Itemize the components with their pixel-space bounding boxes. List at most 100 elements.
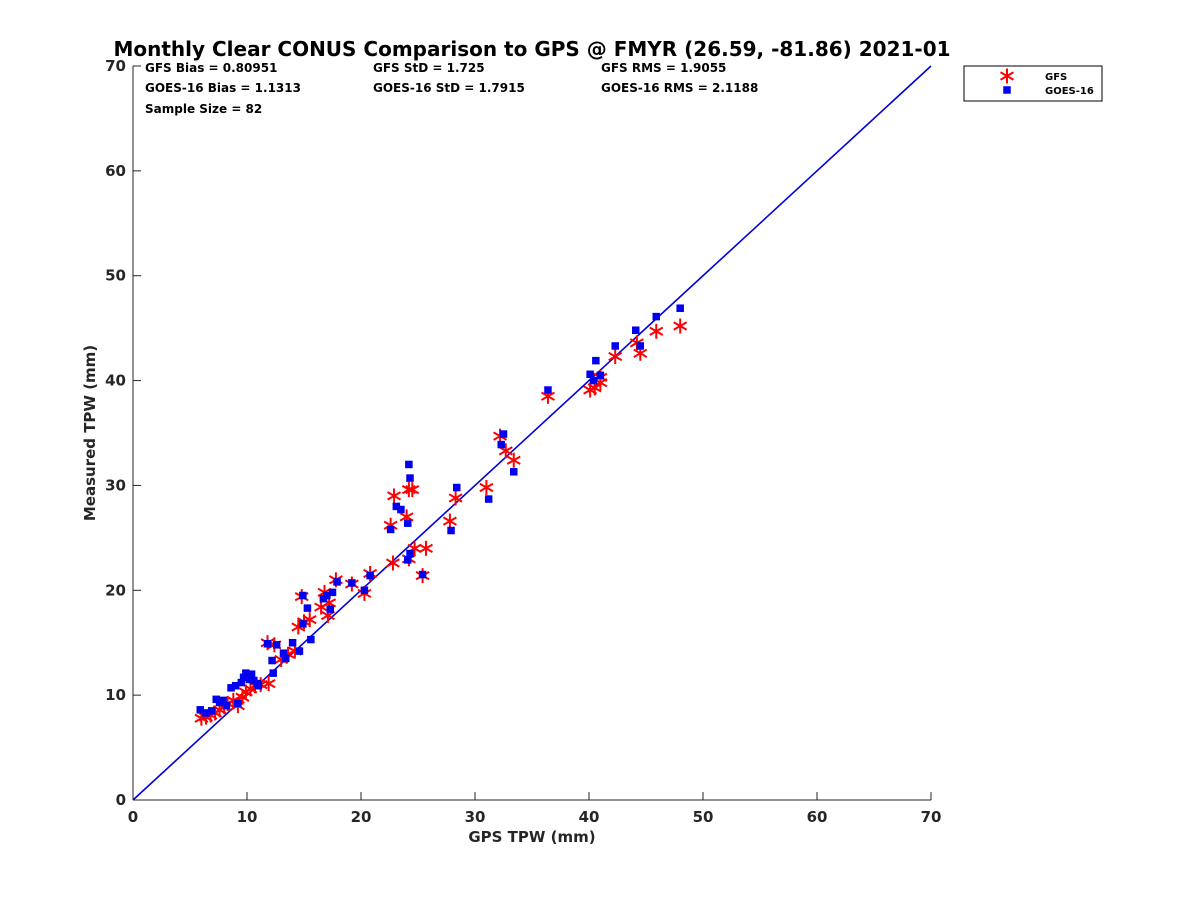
y-tick-label: 10	[105, 686, 126, 704]
data-point	[242, 669, 250, 677]
legend-marker-gfs	[1000, 68, 1014, 84]
legend-marker-goes-16	[1003, 86, 1011, 94]
x-tick-label: 20	[351, 808, 372, 826]
x-tick-label: 50	[693, 808, 714, 826]
y-tick-label: 0	[116, 791, 126, 809]
data-point	[652, 312, 661, 321]
data-point	[207, 707, 216, 715]
data-point	[484, 495, 493, 503]
stat-text: GOES-16 Bias = 1.1313	[145, 81, 301, 95]
data-point	[405, 460, 413, 469]
stat-text: GOES-16 StD = 1.7915	[373, 81, 525, 95]
data-point	[649, 323, 664, 339]
data-point	[268, 656, 276, 665]
data-point	[442, 513, 457, 529]
data-point	[403, 519, 412, 527]
data-point	[328, 588, 337, 597]
series-layer	[194, 304, 688, 726]
data-point	[448, 490, 463, 506]
legend-label: GOES-16	[1045, 86, 1094, 97]
data-point	[589, 376, 598, 385]
y-tick-label: 40	[105, 372, 126, 390]
legend-label: GFS	[1045, 72, 1067, 83]
x-tick-label: 10	[237, 808, 258, 826]
data-point	[596, 371, 605, 380]
data-point	[288, 638, 297, 647]
data-point	[499, 430, 508, 438]
data-point	[227, 684, 235, 692]
stat-text: Sample Size = 82	[145, 102, 262, 116]
x-tick-label: 60	[807, 808, 828, 826]
stat-text: GFS RMS = 1.9055	[601, 61, 726, 75]
data-point	[222, 701, 231, 710]
one-to-one-reference-line	[132, 65, 932, 801]
legend: GFS GOES-16	[963, 65, 1103, 102]
data-point	[279, 649, 288, 657]
data-point	[196, 706, 205, 714]
data-point	[307, 635, 315, 644]
y-ticks: 0 10 20 30 40 50 60 70	[105, 57, 141, 809]
stat-text: GOES-16 RMS = 2.1188	[601, 81, 758, 95]
data-point	[392, 502, 401, 511]
legend-items: GFS GOES-16	[1000, 68, 1094, 97]
data-point	[219, 696, 227, 705]
data-point	[326, 605, 334, 613]
x-tick-label: 0	[128, 808, 138, 826]
data-point	[303, 604, 312, 612]
data-point	[447, 526, 455, 535]
data-point	[479, 480, 494, 496]
data-point	[418, 570, 427, 579]
data-point	[636, 342, 645, 350]
data-point	[544, 386, 552, 394]
x-tick-label: 30	[465, 808, 486, 826]
data-point	[366, 571, 374, 580]
data-point	[261, 676, 276, 692]
data-point	[498, 443, 513, 459]
data-point	[299, 591, 307, 600]
data-point	[245, 675, 254, 684]
x-axis-label: GPS TPW (mm)	[468, 828, 595, 846]
y-tick-label: 30	[105, 476, 126, 494]
data-point	[453, 483, 461, 492]
data-point	[231, 681, 240, 690]
data-point	[405, 482, 420, 498]
y-tick-label: 20	[105, 581, 126, 599]
data-point	[497, 440, 505, 449]
data-point	[269, 669, 277, 677]
data-point	[237, 678, 246, 687]
stats-block: GFS Bias = 0.80951 GFS StD = 1.725 GFS RMS…	[145, 61, 758, 116]
data-point	[234, 699, 242, 708]
data-point	[247, 670, 256, 678]
data-point	[272, 641, 281, 649]
data-point	[282, 654, 290, 663]
data-point	[673, 318, 688, 334]
series-goes-16	[196, 304, 684, 717]
data-point	[608, 348, 623, 364]
data-point	[263, 640, 272, 648]
x-tick-label: 40	[579, 808, 600, 826]
y-tick-label: 50	[105, 267, 126, 285]
data-point	[403, 556, 412, 564]
data-point	[386, 525, 395, 534]
data-point	[295, 647, 304, 655]
data-point	[611, 342, 619, 350]
data-point	[254, 681, 263, 690]
axes	[132, 66, 931, 801]
stat-text: GFS Bias = 0.80951	[145, 61, 277, 75]
data-point	[676, 304, 684, 312]
data-point	[586, 370, 594, 379]
data-point	[510, 468, 518, 476]
y-tick-label: 70	[105, 57, 126, 75]
data-point	[418, 540, 433, 556]
data-point	[348, 579, 356, 587]
data-point	[299, 620, 307, 628]
stat-text: GFS StD = 1.725	[373, 61, 485, 75]
data-point	[406, 474, 414, 482]
data-point	[506, 452, 521, 468]
y-tick-label: 60	[105, 162, 126, 180]
x-ticks: 0 10 20 30 40 50 60 70	[128, 792, 941, 826]
data-point	[360, 586, 369, 595]
data-point	[202, 709, 210, 717]
y-axis-label: Measured TPW (mm)	[81, 345, 99, 521]
